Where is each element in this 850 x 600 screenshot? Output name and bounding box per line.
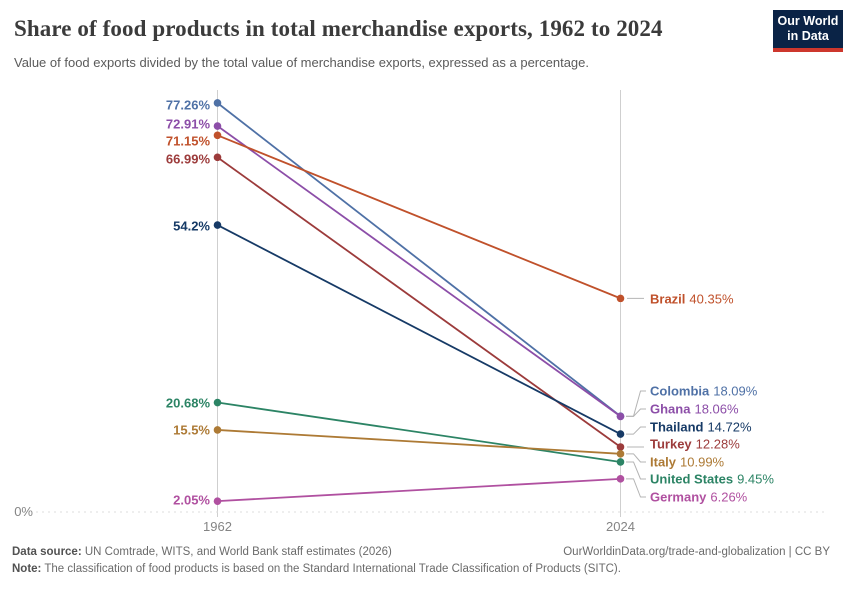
end-label-value: 9.45%	[737, 472, 774, 487]
end-label-name: United States	[650, 472, 733, 487]
end-label[interactable]: Ghana 18.06%	[650, 402, 739, 417]
end-label[interactable]: Brazil 40.35%	[650, 292, 734, 307]
series-ghana[interactable]: 72.91% Ghana 18.06%	[166, 117, 739, 421]
data-point-start[interactable]	[213, 153, 222, 162]
start-value-label[interactable]: 66.99%	[166, 152, 211, 167]
end-label-value: 12.28%	[696, 437, 741, 452]
end-label[interactable]: United States 9.45%	[650, 472, 774, 487]
end-label-value: 18.09%	[713, 384, 758, 399]
start-value-label[interactable]: 2.05%	[173, 493, 210, 508]
start-value-label[interactable]: 15.5%	[173, 423, 210, 438]
end-label[interactable]: Thailand 14.72%	[650, 420, 752, 435]
series-germany[interactable]: 2.05% Germany 6.26%	[173, 475, 748, 508]
data-point-start[interactable]	[213, 221, 222, 229]
data-point-start[interactable]	[213, 497, 222, 505]
end-label-name: Turkey	[650, 437, 692, 452]
start-value-label[interactable]: 20.68%	[166, 396, 211, 411]
start-value-label[interactable]: 77.26%	[166, 98, 211, 113]
y-axis-zero-label: 0%	[14, 504, 33, 519]
data-point-end[interactable]	[616, 475, 625, 483]
series-layer: 77.26% Colombia 18.09% 72.91% Ghana 18.06% 71.…	[166, 98, 774, 508]
label-connector	[626, 408, 646, 417]
attribution-link[interactable]: OurWorldinData.org/trade-and-globalizati…	[563, 546, 830, 558]
series-italy[interactable]: 15.5% Italy 10.99%	[173, 423, 724, 470]
note-text: The classification of food products is b…	[41, 563, 621, 575]
footer: Data source: UN Comtrade, WITS, and Worl…	[12, 546, 830, 575]
data-point-start[interactable]	[213, 99, 222, 107]
data-point-start[interactable]	[213, 426, 222, 434]
data-source-text: UN Comtrade, WITS, and World Bank staff …	[81, 546, 392, 558]
start-value-label[interactable]: 72.91%	[166, 117, 211, 132]
label-connector	[626, 461, 646, 480]
data-point-end[interactable]	[616, 430, 625, 438]
end-label-name: Ghana	[650, 402, 691, 417]
series-line[interactable]	[217, 429, 621, 455]
start-value-label[interactable]: 54.2%	[173, 219, 210, 234]
data-point-end[interactable]	[616, 458, 625, 466]
end-label-name: Thailand	[650, 420, 704, 435]
series-colombia[interactable]: 77.26% Colombia 18.09%	[166, 98, 758, 421]
page-subtitle: Value of food exports divided by the tot…	[14, 55, 589, 70]
label-connector	[626, 426, 646, 435]
series-line[interactable]	[217, 224, 621, 435]
series-turkey[interactable]: 66.99% Turkey 12.28%	[166, 152, 740, 452]
series-united-states[interactable]: 20.68% United States 9.45%	[166, 396, 774, 487]
data-point-end[interactable]	[616, 443, 625, 451]
note-label: Note:	[12, 563, 42, 575]
data-point-end[interactable]	[616, 412, 625, 421]
owid-logo-line2: in Data	[787, 29, 829, 43]
start-value-label[interactable]: 71.15%	[166, 134, 211, 149]
series-line[interactable]	[217, 401, 621, 463]
series-thailand[interactable]: 54.2% Thailand 14.72%	[173, 219, 752, 438]
series-line[interactable]	[216, 125, 622, 418]
owid-logo[interactable]: Our World in Data	[773, 10, 843, 52]
series-brazil[interactable]: 71.15% Brazil 40.35%	[166, 131, 734, 307]
end-label-value: 6.26%	[710, 490, 747, 505]
note-line: Note: The classification of food product…	[12, 563, 830, 575]
end-label[interactable]: Italy 10.99%	[650, 455, 725, 470]
data-point-end[interactable]	[616, 450, 625, 458]
series-line[interactable]	[216, 102, 622, 417]
page-title: Share of food products in total merchand…	[14, 16, 663, 41]
end-label-value: 18.06%	[694, 402, 739, 417]
end-label-value: 10.99%	[680, 455, 725, 470]
data-point-start[interactable]	[213, 122, 222, 130]
end-label[interactable]: Germany 6.26%	[650, 490, 748, 505]
data-source-line: Data source: UN Comtrade, WITS, and Worl…	[12, 546, 392, 558]
end-label[interactable]: Turkey 12.28%	[650, 437, 740, 452]
label-connector	[626, 390, 646, 417]
end-label-value: 14.72%	[707, 420, 752, 435]
data-point-end[interactable]	[616, 294, 625, 303]
end-label-name: Brazil	[650, 292, 685, 307]
end-label-name: Colombia	[650, 384, 710, 399]
end-label-name: Italy	[650, 455, 677, 470]
data-source-label: Data source:	[12, 546, 82, 558]
data-point-start[interactable]	[213, 131, 222, 140]
end-label-value: 40.35%	[689, 292, 734, 307]
series-line[interactable]	[217, 477, 621, 503]
owid-logo-line1: Our World	[777, 14, 839, 28]
x-tick-2024: 2024	[606, 519, 635, 534]
data-point-start[interactable]	[213, 398, 222, 407]
x-tick-1962: 1962	[203, 519, 232, 534]
series-line[interactable]	[217, 134, 621, 300]
label-connector	[626, 478, 646, 498]
end-label[interactable]: Colombia 18.09%	[650, 384, 758, 399]
end-label-name: Germany	[650, 490, 707, 505]
label-connector	[626, 453, 646, 463]
